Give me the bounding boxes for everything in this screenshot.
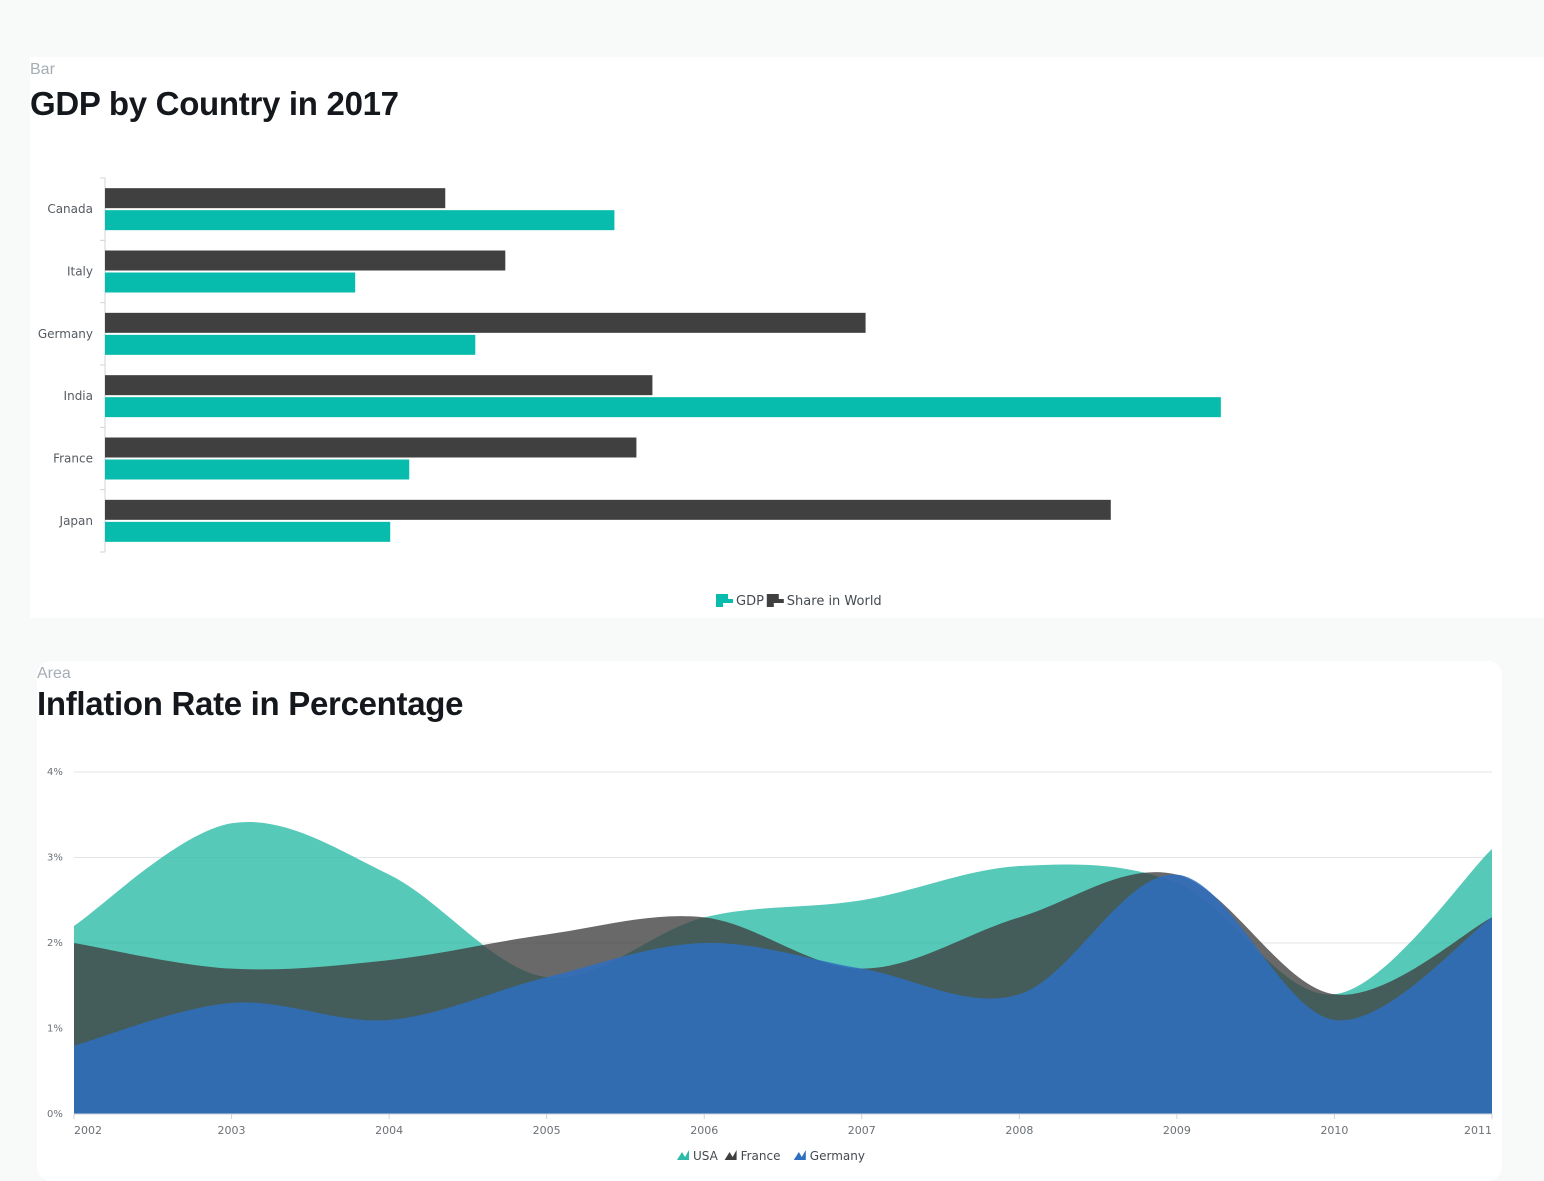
area-y-tick-label: 2%: [47, 938, 63, 949]
bar-share-in-world-japan: [105, 500, 1111, 520]
area-y-tick-label: 0%: [47, 1109, 63, 1120]
bar-legend-swatch-bar-gdp: [716, 599, 733, 603]
bar-legend-swatch-tail-gdp: [716, 603, 723, 607]
bar-legend-swatch-tail-share-in-world: [767, 603, 774, 607]
bar-category-label-india: India: [64, 389, 93, 403]
area-x-tick-label-2009: 2009: [1163, 1124, 1191, 1137]
bar-gdp-italy: [105, 273, 355, 293]
bar-gdp-france: [105, 460, 409, 480]
bar-share-in-world-france: [105, 438, 636, 458]
area-legend-label-germany: Germany: [810, 1149, 865, 1163]
area-x-tick-label-2005: 2005: [533, 1124, 561, 1137]
bar-share-in-world-italy: [105, 251, 505, 271]
bar-category-label-canada: Canada: [47, 202, 93, 216]
area-x-tick-label-2006: 2006: [690, 1124, 718, 1137]
bar-legend-item-share-in-world: Share in World: [767, 594, 882, 609]
bar-gdp-india: [105, 397, 1221, 417]
area-x-tick-label-2008: 2008: [1005, 1124, 1033, 1137]
area-x-tick-label-2002: 2002: [74, 1124, 102, 1137]
bar-legend-swatch-gdp: [716, 594, 728, 599]
bar-gdp-germany: [105, 335, 475, 355]
area-legend-swatch-germany: [794, 1150, 806, 1160]
bar-legend-swatch-bar-share-in-world: [767, 599, 784, 603]
area-y-tick-label: 3%: [47, 853, 63, 864]
area-legend-label-usa: USA: [693, 1149, 719, 1163]
area-x-tick-label-2003: 2003: [218, 1124, 246, 1137]
bar-legend-item-gdp: GDP: [716, 594, 764, 609]
area-legend-swatch-france: [725, 1150, 737, 1160]
area-y-tick-label: 1%: [47, 1024, 63, 1035]
bar-share-in-world-canada: [105, 188, 445, 208]
area-x-tick-label-2010: 2010: [1320, 1124, 1348, 1137]
area-legend-item-france: France: [725, 1149, 781, 1163]
bar-category-label-italy: Italy: [67, 265, 93, 279]
bar-legend-label-share-in-world: Share in World: [787, 594, 882, 609]
bar-category-label-germany: Germany: [38, 327, 93, 341]
area-legend-label-france: France: [741, 1149, 781, 1163]
bar-legend-swatch-share-in-world: [767, 594, 779, 599]
area-legend-swatch-usa: [677, 1150, 689, 1160]
area-chart-card: Area Inflation Rate in Percentage 0%1%2%…: [37, 661, 1502, 1181]
area-legend-item-germany: Germany: [794, 1149, 865, 1163]
area-chart-plot: 0% 1% 2% 3% 4% 2002 2003 2004 2005 2006 2007 2008 20…: [37, 661, 1502, 1181]
area-x-tick-label-2011: 2011: [1464, 1124, 1492, 1137]
bar-legend-label-gdp: GDP: [736, 594, 764, 609]
bar-gdp-canada: [105, 210, 614, 230]
bar-category-label-japan: Japan: [59, 514, 93, 528]
area-y-tick-label: 4%: [47, 767, 63, 778]
area-x-tick-label-2007: 2007: [848, 1124, 876, 1137]
area-legend-item-usa: USA: [677, 1149, 719, 1163]
bar-share-in-world-india: [105, 375, 652, 395]
bar-category-label-france: France: [53, 452, 93, 466]
bar-chart-plot: Canada Italy Germany India France Japan GDP Sha…: [30, 57, 1544, 618]
bar-share-in-world-germany: [105, 313, 866, 333]
bar-gdp-japan: [105, 522, 390, 542]
area-x-tick-label-2004: 2004: [375, 1124, 403, 1137]
